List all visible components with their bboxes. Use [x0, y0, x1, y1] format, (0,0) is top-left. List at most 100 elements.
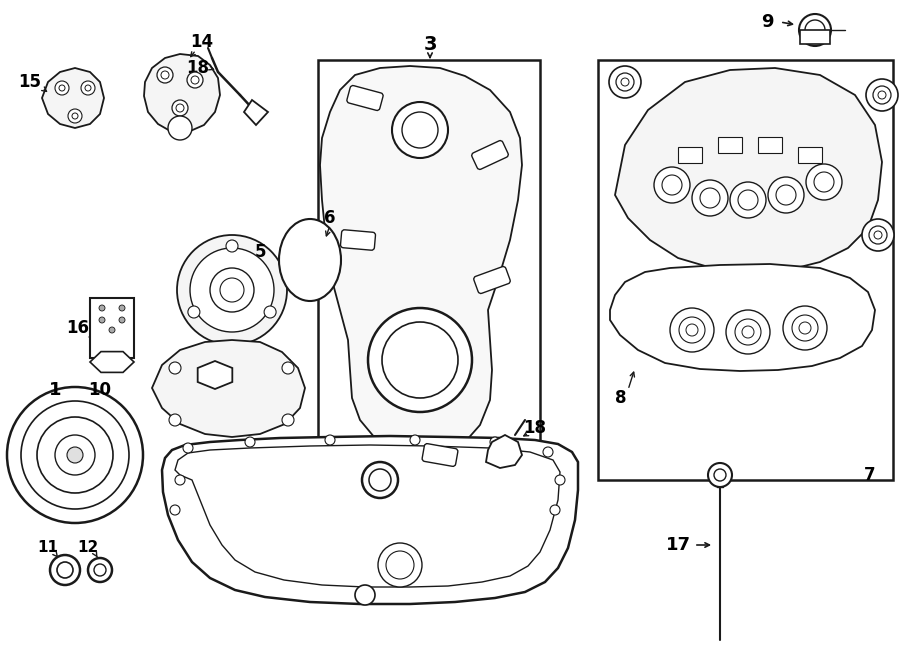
Circle shape — [550, 505, 560, 515]
Circle shape — [410, 435, 420, 445]
Text: 15: 15 — [19, 73, 41, 91]
Polygon shape — [90, 352, 134, 372]
Circle shape — [55, 81, 69, 95]
Text: 8: 8 — [616, 389, 626, 407]
Bar — [598, 60, 893, 480]
Circle shape — [119, 305, 125, 311]
FancyBboxPatch shape — [473, 266, 510, 293]
Text: 9: 9 — [760, 13, 773, 31]
Circle shape — [169, 414, 181, 426]
Circle shape — [68, 109, 82, 123]
Circle shape — [730, 182, 766, 218]
Circle shape — [245, 437, 255, 447]
Bar — [798, 147, 822, 163]
Circle shape — [783, 306, 827, 350]
Circle shape — [264, 306, 276, 318]
Circle shape — [183, 443, 193, 453]
Circle shape — [226, 240, 238, 252]
Circle shape — [670, 308, 714, 352]
Text: 18: 18 — [186, 59, 210, 77]
Circle shape — [170, 505, 180, 515]
Text: 10: 10 — [88, 381, 112, 399]
Bar — [678, 147, 702, 163]
Circle shape — [37, 417, 113, 493]
Circle shape — [109, 327, 115, 333]
Polygon shape — [42, 68, 104, 128]
Polygon shape — [144, 54, 220, 132]
Text: 7: 7 — [864, 466, 876, 484]
Circle shape — [368, 308, 472, 412]
Circle shape — [99, 305, 105, 311]
Circle shape — [190, 248, 274, 332]
Text: 14: 14 — [191, 33, 213, 51]
Text: 18: 18 — [524, 419, 546, 437]
Polygon shape — [486, 435, 522, 468]
Circle shape — [726, 310, 770, 354]
Circle shape — [67, 447, 83, 463]
Circle shape — [555, 475, 565, 485]
FancyBboxPatch shape — [346, 85, 383, 110]
Circle shape — [282, 362, 294, 374]
Circle shape — [168, 116, 192, 140]
FancyBboxPatch shape — [472, 141, 508, 169]
Text: 17: 17 — [665, 536, 690, 554]
Circle shape — [177, 235, 287, 345]
Circle shape — [188, 306, 200, 318]
Text: 12: 12 — [77, 541, 99, 555]
Circle shape — [169, 362, 181, 374]
Bar — [800, 30, 830, 44]
FancyBboxPatch shape — [422, 444, 458, 467]
Circle shape — [172, 100, 188, 116]
Circle shape — [355, 585, 375, 605]
Circle shape — [654, 167, 690, 203]
Circle shape — [692, 180, 728, 216]
Circle shape — [543, 447, 553, 457]
FancyBboxPatch shape — [340, 230, 375, 251]
Text: 1: 1 — [49, 381, 61, 399]
Circle shape — [866, 79, 898, 111]
Bar — [90, 298, 134, 358]
Circle shape — [7, 387, 143, 523]
Circle shape — [862, 219, 894, 251]
Circle shape — [708, 463, 732, 487]
Bar — [758, 137, 782, 153]
Circle shape — [157, 67, 173, 83]
Text: 4: 4 — [374, 501, 386, 519]
Text: 2: 2 — [256, 359, 269, 377]
Polygon shape — [320, 66, 522, 455]
Polygon shape — [198, 361, 232, 389]
Circle shape — [806, 164, 842, 200]
Circle shape — [21, 401, 129, 509]
Circle shape — [50, 555, 80, 585]
Circle shape — [187, 72, 203, 88]
Text: 6: 6 — [324, 209, 336, 227]
Polygon shape — [152, 340, 305, 437]
Circle shape — [609, 66, 641, 98]
Text: 5: 5 — [254, 243, 266, 261]
Circle shape — [378, 543, 422, 587]
Bar — [718, 137, 742, 153]
Circle shape — [55, 435, 95, 475]
Circle shape — [490, 437, 500, 447]
Polygon shape — [615, 68, 882, 272]
Circle shape — [175, 475, 185, 485]
Circle shape — [799, 14, 831, 46]
Circle shape — [99, 317, 105, 323]
Polygon shape — [244, 100, 268, 125]
Circle shape — [81, 81, 95, 95]
Circle shape — [768, 177, 804, 213]
Polygon shape — [162, 436, 578, 604]
Text: 3: 3 — [423, 36, 436, 54]
Polygon shape — [610, 264, 875, 371]
Circle shape — [282, 414, 294, 426]
Text: 11: 11 — [38, 541, 58, 555]
Circle shape — [362, 462, 398, 498]
Text: 16: 16 — [67, 319, 89, 337]
Text: 13: 13 — [237, 441, 259, 459]
Circle shape — [119, 317, 125, 323]
Circle shape — [392, 102, 448, 158]
Circle shape — [88, 558, 112, 582]
Ellipse shape — [279, 219, 341, 301]
Circle shape — [325, 435, 335, 445]
Bar — [318, 60, 540, 480]
